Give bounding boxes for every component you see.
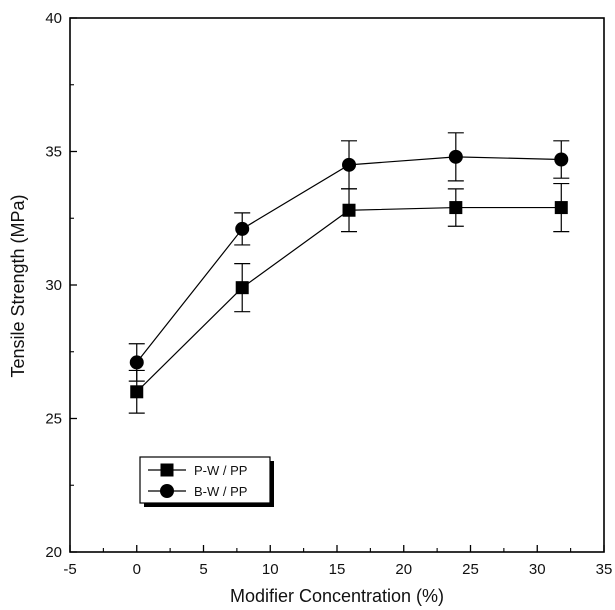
- legend-label: P-W / PP: [194, 463, 247, 478]
- data-point-b-w-pp: [235, 221, 250, 236]
- y-tick-label: 40: [45, 10, 62, 27]
- series-b-w-pp: [128, 132, 570, 382]
- data-point-p-w-pp: [342, 203, 356, 217]
- y-tick-label: 20: [45, 544, 62, 561]
- legend-item-p-w-pp: P-W / PP: [148, 463, 247, 478]
- data-point-b-w-pp: [129, 355, 144, 370]
- x-tick-label: 35: [596, 561, 613, 578]
- legend-marker-b-w-pp: [160, 484, 174, 498]
- legend-marker-p-w-pp: [160, 463, 174, 477]
- data-point-b-w-pp: [342, 157, 357, 172]
- x-tick-label: 30: [529, 561, 546, 578]
- data-point-b-w-pp: [448, 149, 463, 164]
- x-tick-label: 15: [329, 561, 346, 578]
- data-point-b-w-pp: [554, 152, 569, 167]
- x-tick-label: 20: [395, 561, 412, 578]
- x-tick-label: 10: [262, 561, 279, 578]
- x-tick-label: 25: [462, 561, 479, 578]
- data-point-p-w-pp: [235, 281, 249, 295]
- y-axis-title: Tensile Strength (MPa): [8, 194, 28, 377]
- data-point-p-w-pp: [130, 385, 144, 399]
- x-axis-title: Modifier Concentration (%): [230, 586, 444, 606]
- y-tick-label: 35: [45, 144, 62, 161]
- x-tick-label: 0: [133, 561, 141, 578]
- series-p-w-pp: [128, 182, 570, 414]
- x-tick-label: -5: [63, 561, 76, 578]
- x-tick-label: 5: [199, 561, 207, 578]
- y-tick-label: 25: [45, 411, 62, 428]
- legend-label: B-W / PP: [194, 484, 247, 499]
- series-line-p-w-pp: [136, 206, 562, 393]
- data-point-p-w-pp: [554, 201, 568, 215]
- y-tick-label: 30: [45, 277, 62, 294]
- data-point-p-w-pp: [449, 201, 463, 215]
- legend-item-b-w-pp: B-W / PP: [148, 484, 247, 499]
